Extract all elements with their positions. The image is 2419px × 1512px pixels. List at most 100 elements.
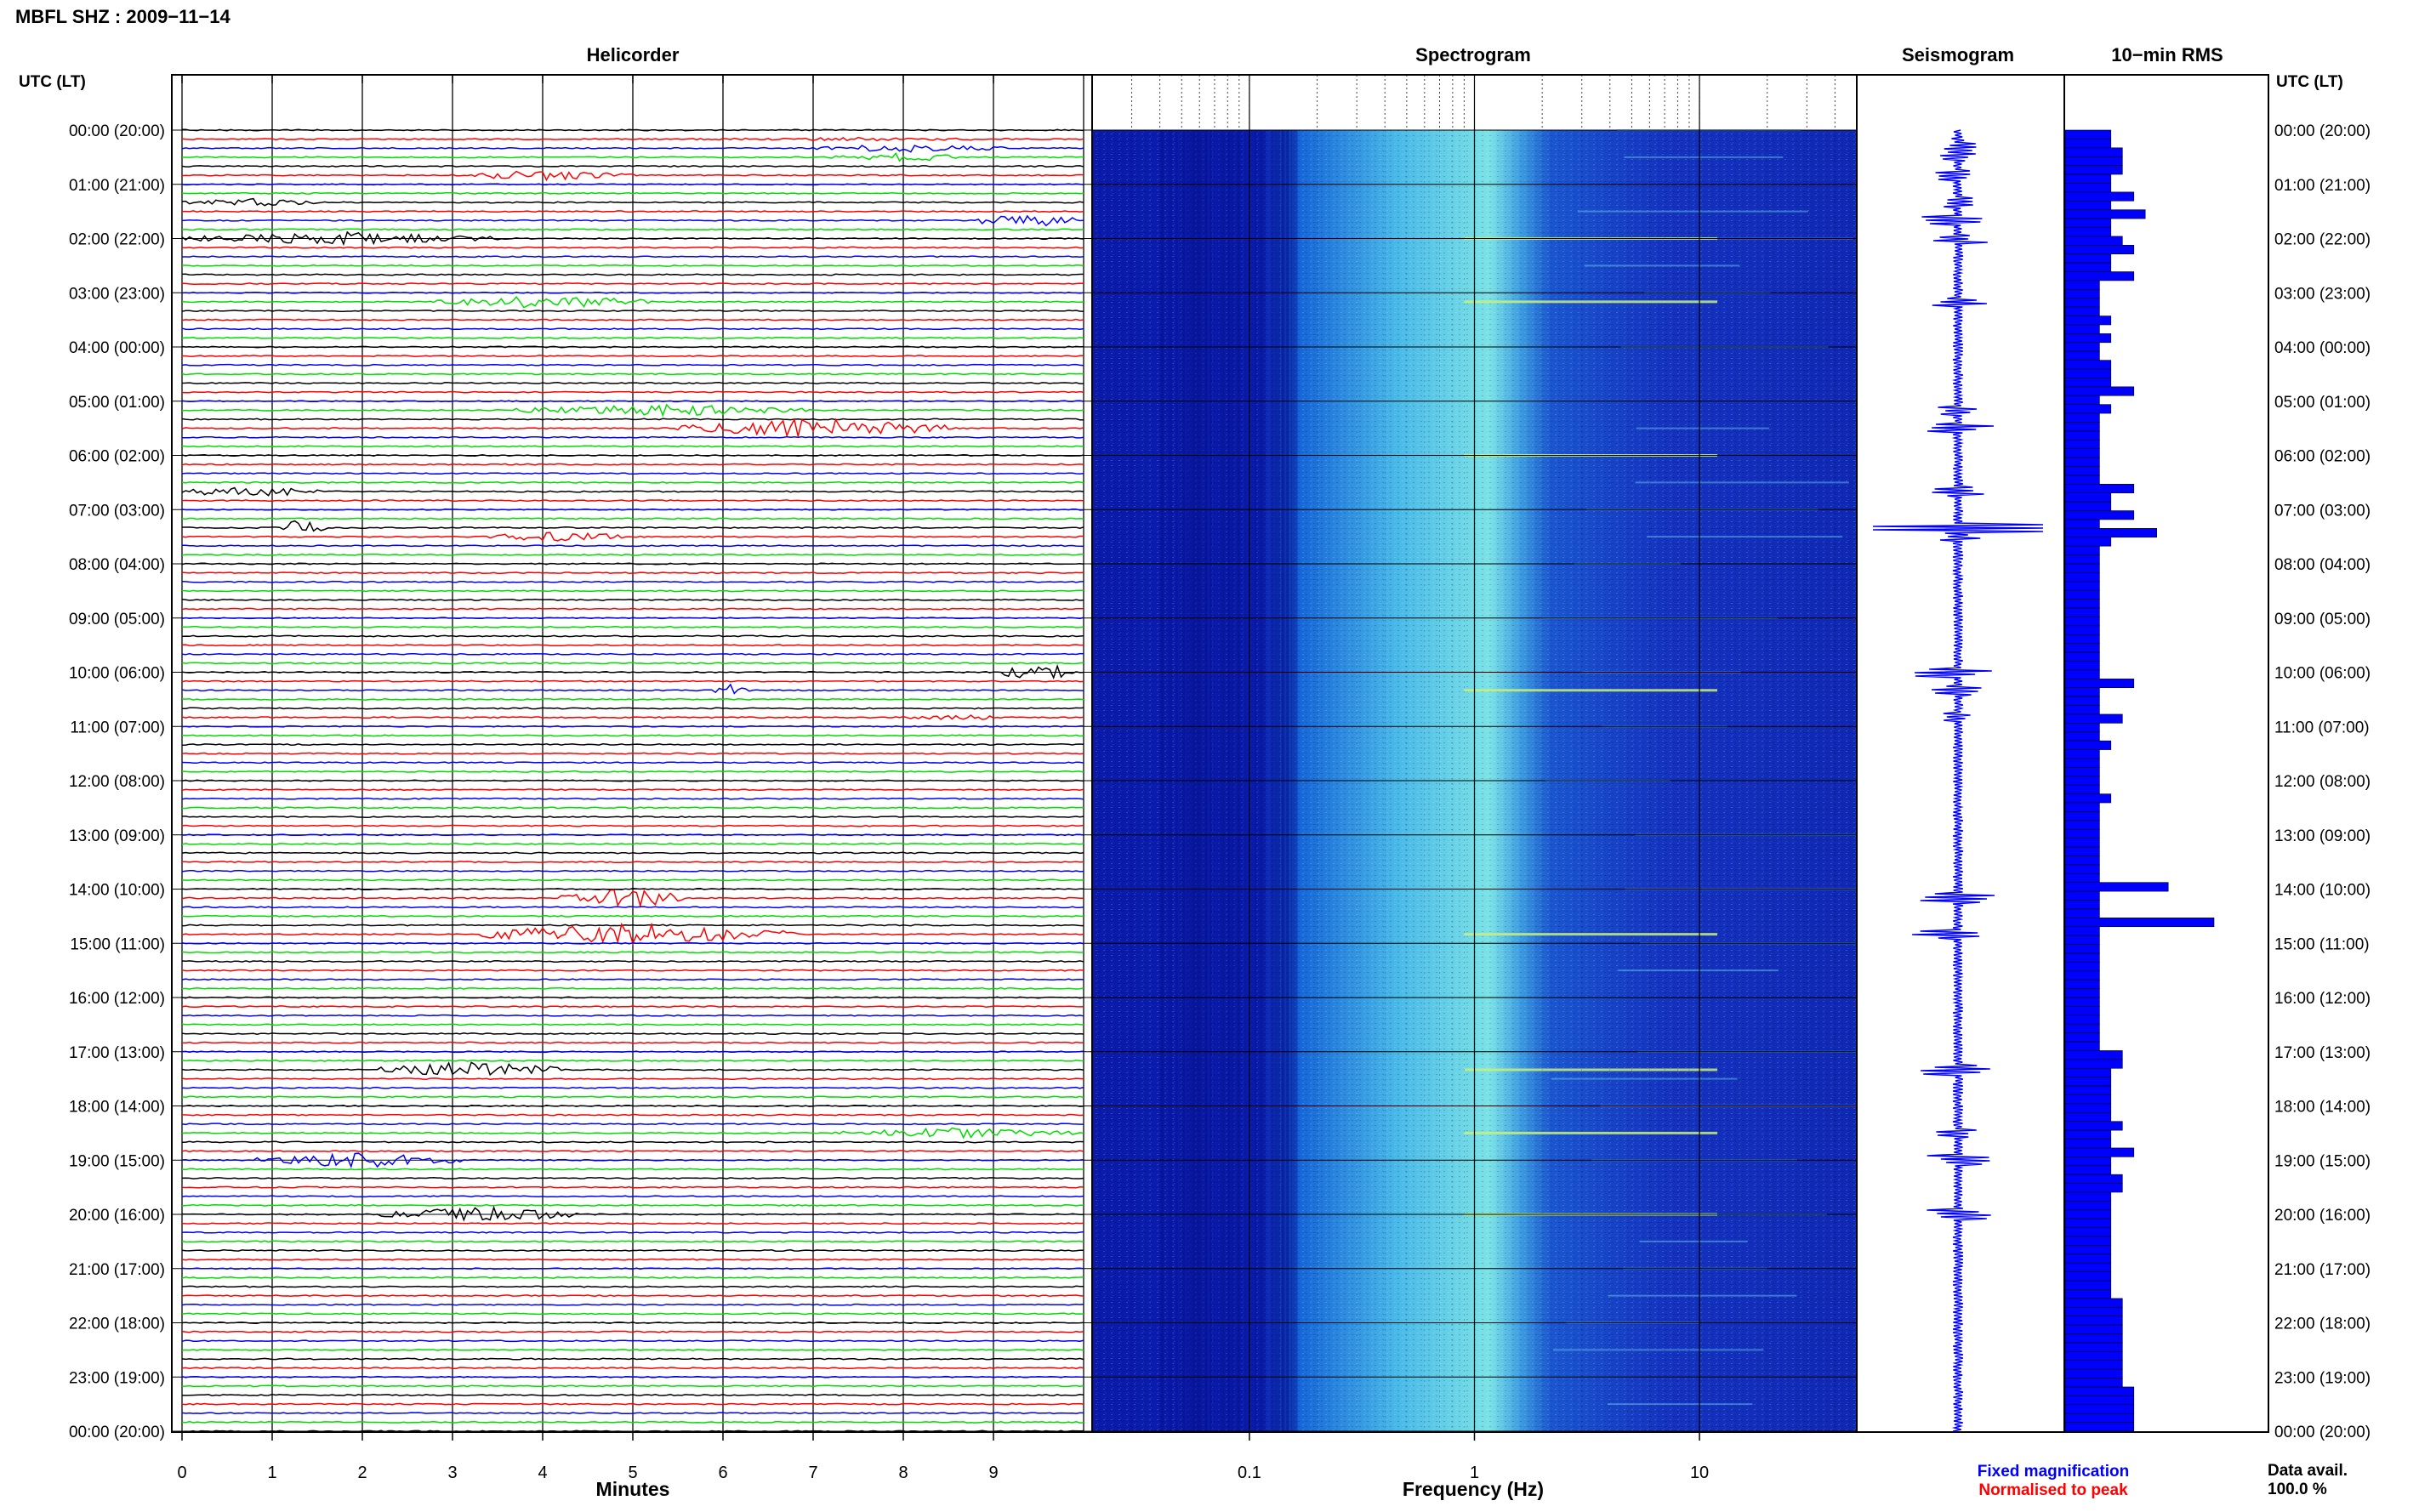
helicorder-trace (181, 472, 1084, 475)
helicorder-trace (181, 1152, 1084, 1169)
rms-bar (2064, 545, 2100, 555)
minute-tick-label: 9 (988, 1464, 998, 1482)
helicorder-trace (181, 580, 1084, 583)
helicorder-trace (181, 1249, 1084, 1252)
minute-tick-label: 2 (357, 1464, 367, 1482)
spectrogram-noise-streak (1553, 1349, 1764, 1351)
helicorder-trace (181, 663, 1084, 680)
minute-tick-label: 6 (718, 1464, 727, 1482)
time-tick-label-right: 03:00 (23:00) (2274, 285, 2371, 303)
helicorder-trace (181, 617, 1084, 620)
rms-bar (2064, 890, 2100, 901)
helicorder-trace (181, 1095, 1084, 1099)
rms-bar (2064, 687, 2100, 697)
helicorder-trace (181, 779, 1084, 782)
time-tick-label-right: 00:00 (20:00) (2274, 1424, 2371, 1441)
helicorder-trace (181, 1222, 1084, 1225)
rms-bar (2064, 758, 2100, 768)
helicorder-trace (182, 210, 1084, 213)
rms-bar (2064, 1386, 2135, 1396)
time-tick-label-right: 06:00 (02:00) (2274, 448, 2371, 466)
minute-tick-label: 4 (538, 1464, 547, 1482)
rms-bar (2064, 926, 2100, 936)
helicorder-trace (181, 228, 1084, 231)
time-tick-label-left: 21:00 (17:00) (69, 1261, 165, 1279)
helicorder-trace (181, 1205, 1084, 1222)
time-tick-label-left: 10:00 (06:00) (69, 665, 165, 683)
rms-bar (2064, 1404, 2135, 1414)
rms-bar (2064, 1306, 2123, 1317)
helicorder-trace (181, 1050, 1084, 1054)
rms-bar (2064, 625, 2100, 635)
helicorder-trace (181, 1402, 1084, 1406)
rms-bar (2064, 1395, 2135, 1406)
rms-bar (2064, 1298, 2123, 1308)
rms-bar (2064, 537, 2112, 547)
rms-bar (2064, 289, 2100, 299)
frequency-tick-label: 10 (1690, 1464, 1709, 1482)
rms-bar (2064, 1422, 2135, 1432)
rms-bar (2064, 1351, 2123, 1361)
rms-bar (2064, 1023, 2100, 1033)
time-tick-label-left: 07:00 (03:00) (69, 502, 165, 520)
helicorder-trace (181, 697, 1084, 701)
rms-bar (2064, 1245, 2112, 1255)
rms-bar (2064, 1289, 2112, 1299)
rms-bar (2064, 378, 2112, 388)
spectrogram-title: Spectrogram (1415, 44, 1531, 65)
time-tick-label-right: 23:00 (19:00) (2274, 1369, 2371, 1387)
helicorder-trace (181, 310, 1084, 312)
rms-bar (2064, 412, 2100, 423)
rms-bar (2064, 1139, 2112, 1149)
helicorder-trace (181, 145, 1084, 153)
helicorder-trace (181, 382, 1084, 384)
helicorder-trace (181, 1023, 1084, 1026)
rms-bar (2064, 997, 2100, 1007)
rms-bar (2064, 767, 2100, 777)
rms-bar (2064, 864, 2100, 874)
rms-bar (2064, 749, 2100, 759)
seismogram-title: Seismogram (1902, 44, 2014, 65)
helicorder-trace (181, 607, 1084, 611)
helicorder-trace (181, 327, 1084, 331)
rms-bar (2064, 811, 2100, 821)
helicorder-trace (181, 824, 1084, 827)
time-tick-label-right: 07:00 (03:00) (2274, 502, 2371, 520)
rms-bar (2064, 651, 2100, 662)
helicorder-trace (182, 264, 1084, 267)
rms-bar (2064, 360, 2112, 370)
helicorder-trace (181, 1195, 1084, 1198)
helicorder-trace (181, 1276, 1084, 1279)
helicorder-panel: 0 1 2 3 4 5 6 7 8 9 (171, 74, 1093, 1482)
rms-bar (2064, 173, 2112, 184)
helicorder-trace (181, 1267, 1084, 1270)
time-tick-label-left: 00:00 (20:00) (69, 1424, 165, 1441)
rms-bar (2064, 1368, 2123, 1378)
helicorder-trace (181, 372, 1084, 376)
spectrogram-noise-streak (1639, 1240, 1748, 1242)
rms-bar (2064, 1342, 2123, 1352)
rms-bar (2064, 1191, 2112, 1202)
rms-bar (2064, 484, 2135, 494)
helicorder-trace (181, 1077, 1084, 1081)
time-tick-label-left: 05:00 (01:00) (69, 394, 165, 412)
time-tick-label-left: 04:00 (00:00) (69, 339, 165, 357)
helicorder-trace (181, 197, 1084, 207)
rms-bar (2064, 306, 2100, 316)
helicorder-trace (181, 1322, 1084, 1324)
rms-bar (2064, 386, 2135, 396)
rms-bar (2064, 643, 2100, 653)
rms-bar (2064, 333, 2112, 344)
helicorder-trace (182, 128, 1084, 132)
spectrogram-noise-streak (1647, 536, 1843, 538)
helicorder-trace (181, 214, 1084, 227)
rms-bar (2064, 554, 2100, 565)
rms-bar (2064, 1174, 2123, 1184)
helicorder-trace (181, 1430, 1084, 1433)
rms-bar (2064, 1280, 2112, 1290)
rms-bar (2064, 315, 2112, 326)
helicorder-trace (181, 1312, 1084, 1316)
legend-fixed-magnification: Fixed magnification (1978, 1463, 2129, 1481)
spectrogram-panel: 0.1 1 10 (1091, 74, 1906, 1482)
